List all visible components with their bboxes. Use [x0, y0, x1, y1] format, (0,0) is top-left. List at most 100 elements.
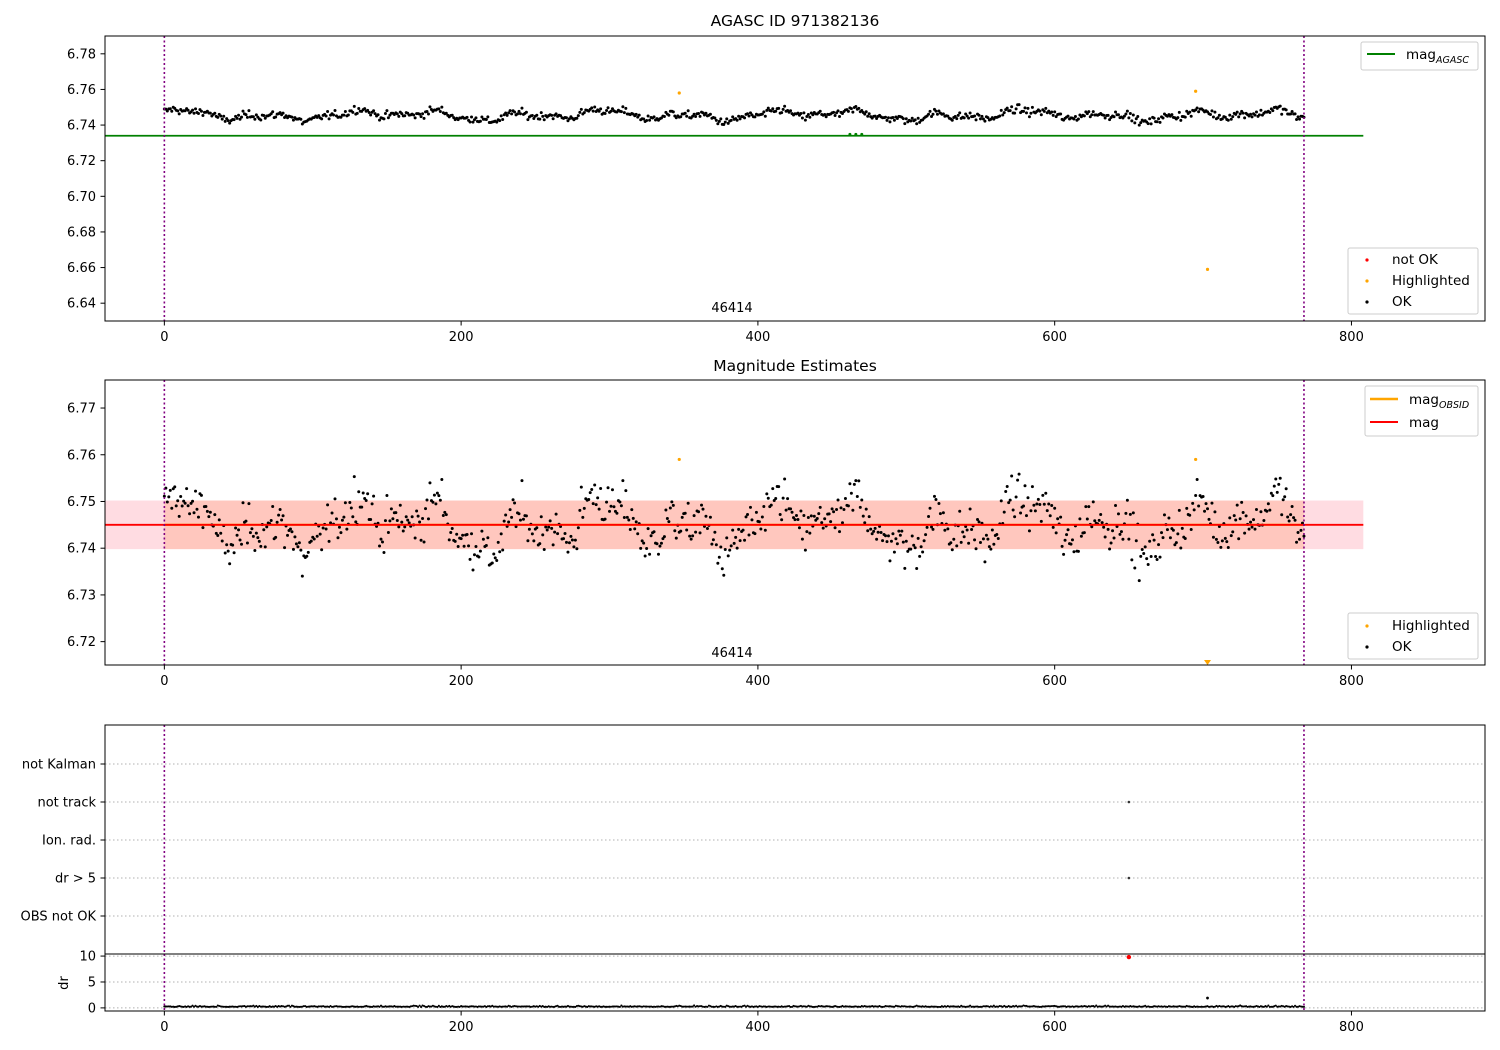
ok-point	[642, 541, 646, 545]
ok-point	[872, 529, 876, 533]
dr-point	[344, 1005, 347, 1008]
ok-point	[329, 521, 333, 525]
ok-point	[594, 503, 598, 507]
ok-point	[961, 530, 965, 534]
flag-point	[1127, 876, 1131, 880]
ok-point	[240, 542, 244, 546]
legend-label-mag-obsid: magOBSID	[1409, 392, 1469, 411]
ok-point	[290, 115, 294, 119]
ok-point	[753, 115, 757, 119]
ok-point	[1250, 115, 1254, 119]
ok-point	[737, 527, 741, 531]
ok-point	[838, 114, 842, 118]
ok-point	[1228, 516, 1232, 520]
ok-point	[593, 105, 597, 109]
ok-point	[219, 114, 223, 118]
ok-point	[456, 544, 460, 548]
ok-point	[1115, 524, 1119, 528]
ok-point	[336, 536, 340, 540]
ok-point	[1243, 531, 1247, 535]
ok-point	[253, 548, 257, 552]
ok-point	[415, 509, 419, 513]
ok-point	[965, 114, 969, 118]
ok-point	[760, 112, 764, 116]
ok-point	[1207, 517, 1211, 521]
ok-point	[1259, 510, 1263, 514]
dr-point	[682, 1005, 685, 1008]
ok-point	[894, 537, 898, 541]
ok-point	[271, 504, 275, 508]
ok-point	[226, 119, 230, 123]
ok-point	[1231, 115, 1235, 119]
dr-point	[693, 1004, 696, 1007]
magnitude-estimates-panel: Magnitude Estimates 46414 0 200 400 600 800 6…	[67, 357, 1486, 689]
ok-point	[708, 515, 712, 519]
ok-point	[1066, 528, 1070, 532]
dr-spike-point	[1206, 996, 1209, 1000]
ok-point	[857, 106, 861, 110]
ok-point	[575, 116, 579, 120]
ok-point	[508, 508, 512, 512]
dr-point	[247, 1005, 250, 1008]
ok-point	[428, 105, 432, 109]
ok-point	[516, 112, 520, 116]
ok-point	[645, 547, 649, 551]
dr-point	[773, 1005, 776, 1008]
ok-point	[1008, 498, 1012, 502]
flag-label: not Kalman	[22, 758, 96, 773]
ok-point	[262, 528, 266, 532]
ok-point	[750, 518, 754, 522]
p2-ytick-label-6.73: 6.73	[67, 588, 96, 603]
ok-point	[1152, 538, 1156, 542]
ok-point	[1076, 549, 1080, 553]
ok-point	[1228, 113, 1232, 117]
ok-point	[697, 510, 701, 514]
ok-point	[480, 529, 484, 533]
p4-xtick-label-400: 400	[745, 1020, 770, 1035]
ok-point	[1249, 520, 1253, 524]
ok-point	[354, 520, 358, 524]
dr-point	[436, 1005, 439, 1008]
p1-ytick-label-6.7: 6.70	[67, 190, 96, 205]
dr-point	[789, 1005, 792, 1008]
ok-point	[1073, 115, 1077, 119]
ok-point	[609, 504, 613, 508]
ok-point	[753, 532, 757, 536]
ok-point	[612, 505, 616, 509]
ok-point	[1042, 109, 1046, 113]
ok-point	[579, 107, 583, 111]
dr-point	[224, 1005, 227, 1008]
ok-point	[968, 111, 972, 115]
ok-point	[701, 507, 705, 511]
ok-point	[1118, 532, 1122, 536]
ok-point	[978, 117, 982, 121]
ok-point	[763, 114, 767, 118]
ok-point	[786, 497, 790, 501]
dr-point	[522, 1005, 525, 1008]
ok-point	[559, 525, 563, 529]
dr-point	[608, 1005, 611, 1008]
ok-point	[1271, 109, 1275, 113]
ok-point	[1300, 521, 1304, 525]
ok-point	[1038, 503, 1042, 507]
ok-point	[504, 111, 508, 115]
ok-point	[1016, 478, 1020, 482]
highlighted-point	[677, 457, 681, 462]
legend-label-mag: mag	[1409, 415, 1439, 431]
ok-point	[1050, 110, 1054, 114]
ok-point	[351, 515, 355, 519]
ok-point	[962, 116, 966, 120]
ok-point	[892, 550, 896, 554]
ok-point	[413, 536, 417, 540]
dr-point	[936, 1005, 939, 1008]
ok-point	[186, 504, 190, 508]
ok-point	[1185, 109, 1189, 113]
p4-xtick-label-600: 600	[1042, 1020, 1067, 1035]
ok-point	[689, 537, 693, 541]
ok-point	[495, 120, 499, 124]
ok-point	[1299, 528, 1303, 532]
ok-point	[474, 116, 478, 120]
dr-point	[954, 1005, 957, 1008]
ok-point	[1174, 541, 1178, 545]
ok-point	[1203, 509, 1207, 513]
